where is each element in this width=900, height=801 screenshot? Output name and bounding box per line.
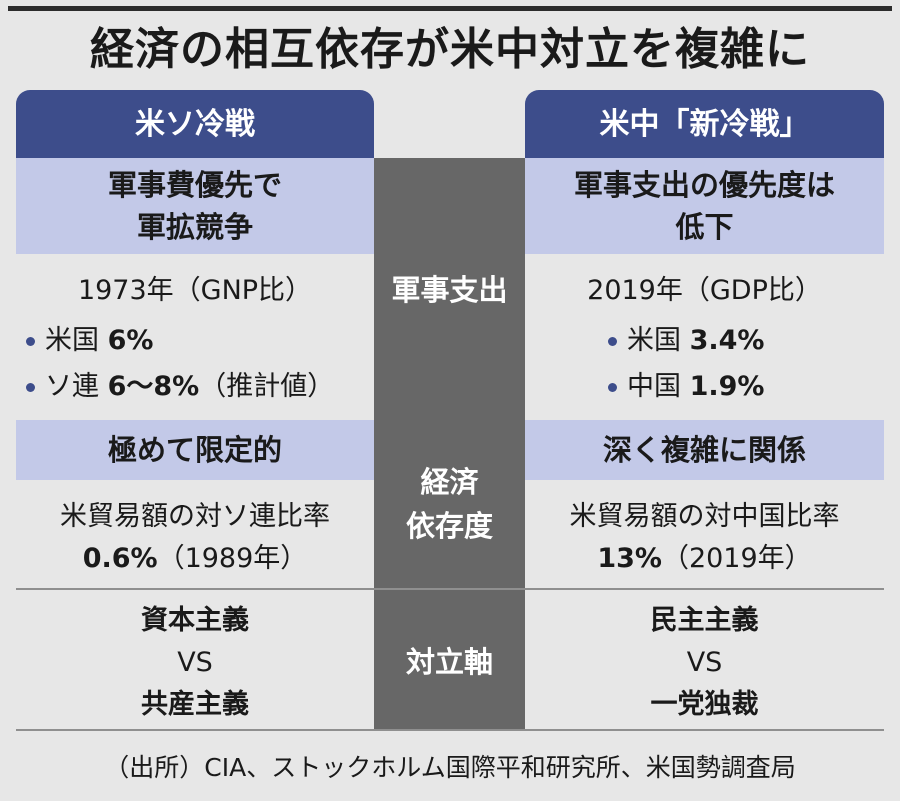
economic-metric-left: 米貿易額の対ソ連比率 bbox=[60, 501, 330, 532]
bullet-icon bbox=[26, 383, 35, 392]
bottom-divider bbox=[16, 729, 884, 731]
list-item: 米国 6% bbox=[26, 318, 334, 364]
economic-summary-left: 極めて限定的 bbox=[16, 420, 374, 480]
military-summary-left: 軍事費優先で 軍拡競争 bbox=[16, 158, 374, 254]
category-label-economic-line2: 依存度 bbox=[405, 509, 493, 543]
military-year-left: 1973年（GNP比） bbox=[77, 275, 313, 306]
list-item: ソ連 6〜8%（推計値） bbox=[26, 364, 334, 410]
military-summary-left-line2: 軍拡競争 bbox=[136, 210, 253, 244]
economic-value-left: 0.6%（1989年） bbox=[82, 543, 308, 574]
list-item: 中国 1.9% bbox=[608, 364, 764, 410]
list-item: 米国 3.4% bbox=[608, 318, 764, 364]
header-us-soviet: 米ソ冷戦 bbox=[16, 90, 374, 158]
military-list-right: 米国 3.4% 中国 1.9% bbox=[608, 318, 764, 410]
axis-left: 資本主義 VS 共産主義 bbox=[141, 605, 249, 720]
economic-summary-right: 深く複雑に関係 bbox=[525, 420, 884, 480]
bullet-icon bbox=[26, 337, 35, 346]
category-label-military: 軍事支出 bbox=[391, 273, 508, 307]
military-summary-right-line2: 低下 bbox=[675, 210, 734, 244]
economic-metric-right: 米貿易額の対中国比率 bbox=[569, 501, 840, 532]
bullet-icon bbox=[608, 337, 617, 346]
military-year-right: 2019年（GDP比） bbox=[587, 275, 822, 306]
category-label-axis: 対立軸 bbox=[405, 645, 493, 679]
economic-detail-right: 米貿易額の対中国比率 13%（2019年） bbox=[525, 496, 884, 580]
header-us-china: 米中「新冷戦」 bbox=[525, 90, 884, 158]
military-summary-right-line1: 軍事支出の優先度は bbox=[573, 168, 835, 202]
axis-right: 民主主義 VS 一党独裁 bbox=[650, 605, 759, 720]
section-divider bbox=[16, 588, 884, 590]
top-rule bbox=[8, 6, 892, 11]
category-column bbox=[374, 158, 525, 729]
page-title: 経済の相互依存が米中対立を複雑に bbox=[90, 24, 810, 75]
military-summary-right: 軍事支出の優先度は 低下 bbox=[525, 158, 884, 254]
economic-detail-left: 米貿易額の対ソ連比率 0.6%（1989年） bbox=[16, 496, 374, 580]
source-note: （出所）CIA、ストックホルム国際平和研究所、米国勢調査局 bbox=[104, 753, 796, 782]
bullet-icon bbox=[608, 383, 617, 392]
military-list-left: 米国 6% ソ連 6〜8%（推計値） bbox=[26, 318, 334, 410]
military-summary-left-line1: 軍事費優先で bbox=[107, 168, 282, 202]
category-label-economic-line1: 経済 bbox=[420, 465, 479, 499]
economic-value-right: 13%（2019年） bbox=[597, 543, 812, 574]
